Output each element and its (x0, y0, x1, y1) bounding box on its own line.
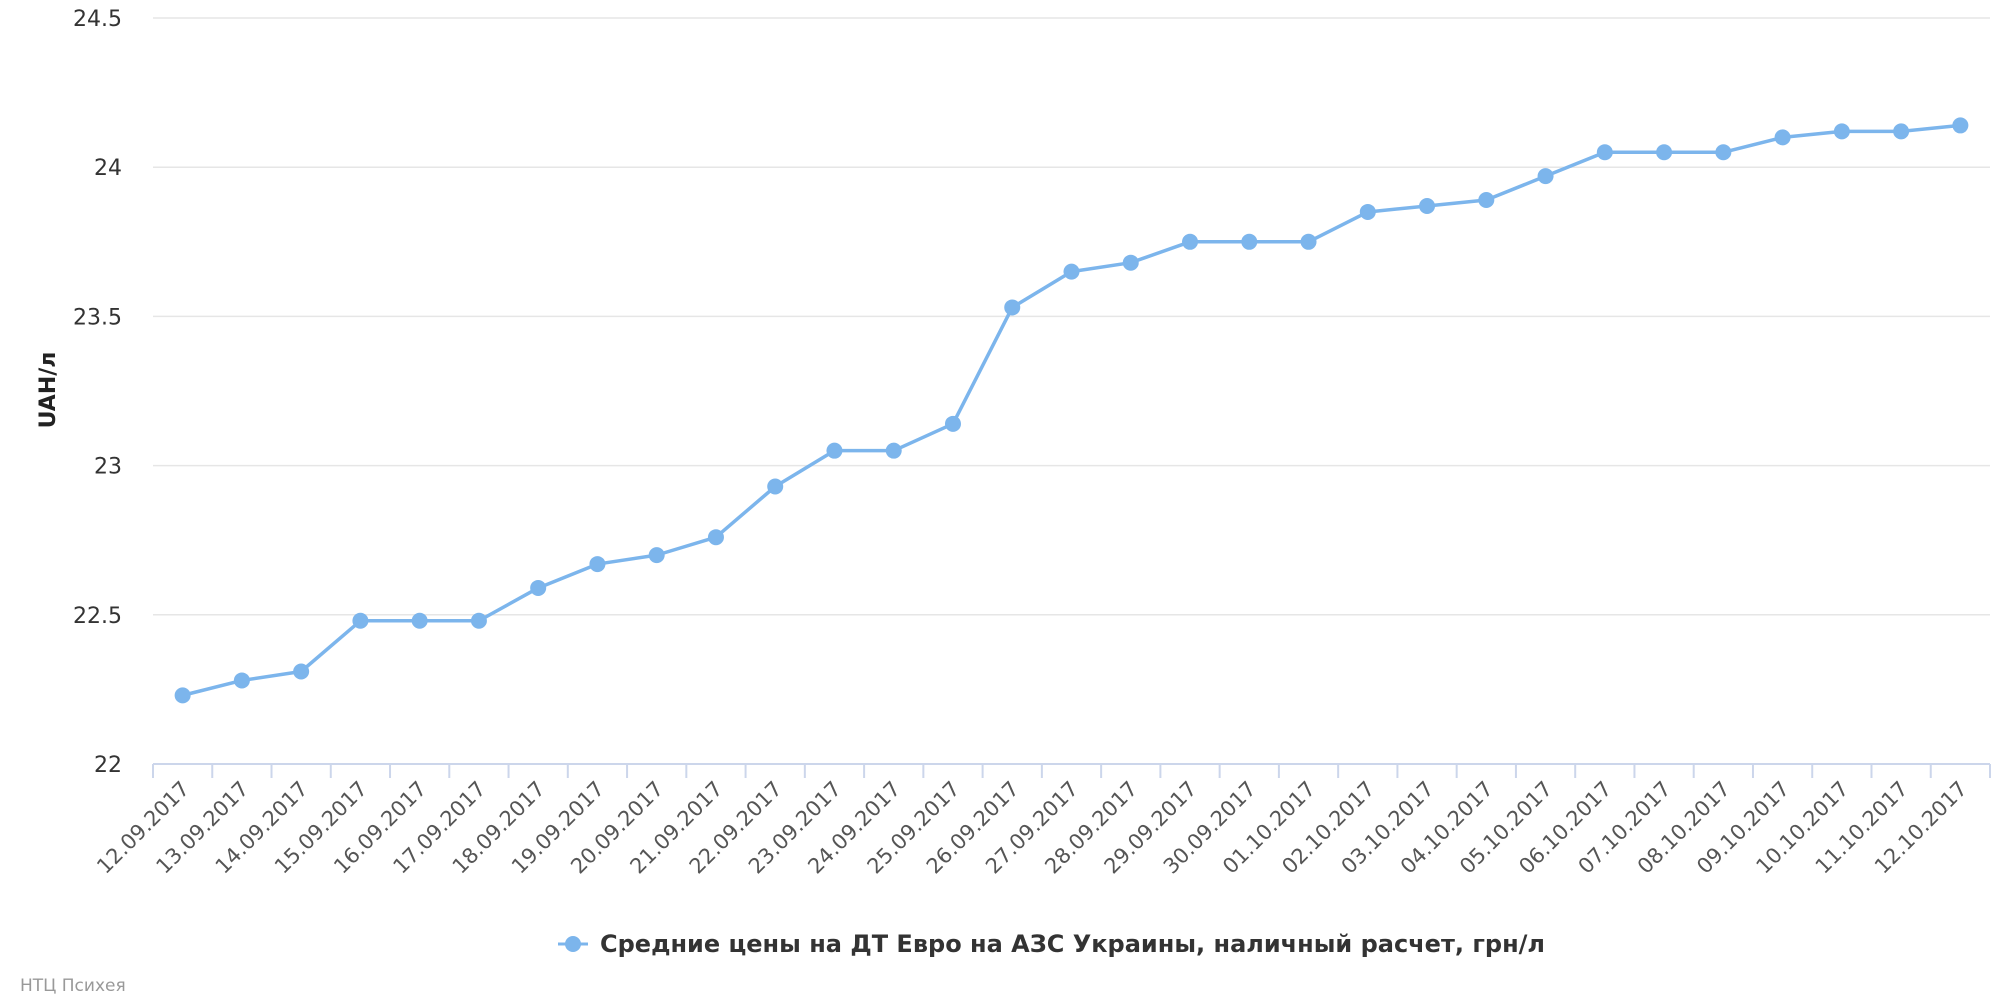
y-tick-label: 24 (94, 156, 122, 181)
data-point (767, 478, 784, 495)
data-point (589, 556, 606, 573)
data-point (707, 529, 724, 546)
y-axis-ticks: 22 22.5 23 23.5 24 24.5 (73, 7, 122, 778)
data-point (411, 612, 428, 629)
series-line (180, 123, 1963, 698)
series-group (174, 117, 1969, 704)
data-point (174, 687, 191, 704)
y-tick-label: 22.5 (73, 604, 122, 629)
data-point (1893, 123, 1910, 140)
x-axis: 12.09.201713.09.201714.09.201715.09.2017… (92, 763, 1991, 879)
data-point (233, 672, 250, 689)
data-point (944, 415, 961, 432)
y-axis-title: UAH/л (36, 352, 61, 429)
data-point (1122, 254, 1139, 271)
legend-label: Средние цены на ДТ Евро на АЗС Украины, … (600, 930, 1545, 958)
data-point (648, 547, 665, 564)
data-point (1596, 144, 1613, 161)
data-point (1656, 144, 1673, 161)
data-point (826, 442, 843, 459)
data-point (470, 612, 487, 629)
data-point (1478, 192, 1495, 209)
data-point (1715, 144, 1732, 161)
data-point (1774, 129, 1791, 146)
data-point (293, 663, 310, 680)
data-point (1063, 263, 1080, 280)
data-point (1952, 117, 1969, 134)
grid-lines (153, 17, 1990, 616)
data-point (1419, 197, 1436, 214)
data-point (352, 612, 369, 629)
y-tick-label: 24.5 (73, 7, 122, 32)
data-point (1359, 203, 1376, 220)
data-point (530, 579, 547, 596)
data-point (1004, 299, 1021, 316)
data-point (885, 442, 902, 459)
legend[interactable]: Средние цены на ДТ Евро на АЗС Украины, … (558, 930, 1545, 958)
y-tick-label: 23.5 (73, 305, 122, 330)
data-point (1182, 233, 1199, 250)
data-point (1241, 233, 1258, 250)
y-tick-label: 22 (94, 753, 122, 778)
legend-marker (565, 936, 581, 952)
y-tick-label: 23 (94, 455, 122, 480)
data-point (1833, 123, 1850, 140)
data-point (1537, 168, 1554, 185)
credit-text[interactable]: НТЦ Психея (20, 976, 126, 996)
data-point (1300, 233, 1317, 250)
